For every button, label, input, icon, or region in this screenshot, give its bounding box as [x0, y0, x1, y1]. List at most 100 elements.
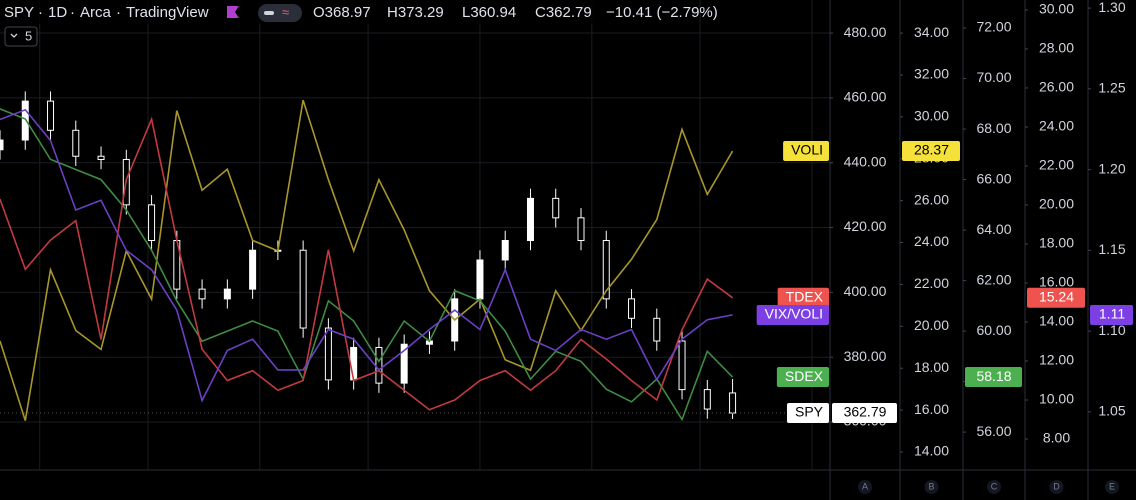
sep: ·: [116, 4, 121, 21]
y-tick-label: 18.00: [914, 359, 949, 375]
candle-body: [653, 317, 661, 342]
y-tick-label: 400.00: [844, 283, 887, 299]
series-name-tag-bg: [777, 287, 829, 308]
price-tag-bg: [1090, 304, 1133, 325]
candle-body: [375, 346, 383, 384]
price-tag: 1.11: [1099, 306, 1125, 322]
y-tick-label: 380.00: [844, 348, 887, 364]
visibility-toggle[interactable]: [258, 4, 302, 22]
series-name-tag-bg: [776, 367, 829, 388]
y-tick-label: 22.00: [1039, 157, 1074, 173]
y-tick-label: 60.00: [976, 322, 1011, 338]
series-line: [0, 99, 734, 421]
y-tick-label: 1.20: [1098, 160, 1125, 176]
axis-badge: [1049, 480, 1064, 494]
series-name-tag-bg: [756, 304, 829, 325]
y-tick-label: 440.00: [844, 153, 887, 169]
candle-body: [400, 343, 408, 384]
high: H373.29: [387, 4, 444, 21]
chevron: [10, 33, 18, 38]
candle-body: [249, 249, 257, 290]
candle-body: [324, 327, 332, 381]
y-tick-label: 14.00: [914, 443, 949, 459]
y-tick-label: 16.00: [914, 401, 949, 417]
price-tag: 58.18: [976, 368, 1011, 384]
candle-body: [21, 100, 29, 141]
y-tick-label: 70.00: [976, 69, 1011, 85]
y-tick-label: 26.00: [1039, 79, 1074, 95]
series-name-tag: VOLI: [791, 142, 823, 158]
axis-badge: [987, 480, 1001, 494]
series-name-tag: SPY: [795, 404, 824, 420]
axis-letter: D: [1053, 481, 1060, 491]
price-tag-bg: [902, 141, 960, 162]
price-tag-bg: [1027, 287, 1085, 308]
flag-icon[interactable]: [227, 6, 239, 18]
open: O368.97: [313, 4, 371, 21]
series-name-tag: VIX/VOLI: [765, 306, 823, 322]
y-tick-label: 14.00: [1039, 313, 1074, 329]
y-tick-label: 24.00: [1039, 118, 1074, 134]
y-tick-label: 18.00: [1039, 235, 1074, 251]
series-line: [0, 108, 733, 403]
price-tag: 362.79: [844, 404, 887, 420]
candle-body: [501, 240, 509, 261]
candle-body: [628, 298, 636, 319]
y-tick-label: 1.10: [1098, 322, 1125, 338]
price-tag: 28.37: [914, 142, 949, 158]
price-tag: 15.24: [1039, 288, 1074, 304]
y-tick-label: 1.30: [1098, 0, 1125, 15]
candle-body: [552, 197, 560, 219]
y-tick-label: 64.00: [976, 221, 1011, 237]
y-tick-label: 8.00: [1043, 430, 1070, 446]
candle-body: [703, 389, 711, 410]
y-tick-label: 32.00: [914, 66, 949, 82]
y-tick-label: 480.00: [844, 24, 887, 40]
y-tick-label: 20.00: [1039, 196, 1074, 212]
series-name-tag: TDEX: [786, 288, 824, 304]
wave-icon: ≈: [282, 4, 289, 19]
close: C362.79: [535, 4, 592, 21]
y-tick-label: 12.00: [1039, 352, 1074, 368]
symbol: SPY: [4, 4, 34, 21]
indicator-toggle[interactable]: [4, 26, 38, 47]
series-name-tag-bg: [783, 141, 829, 162]
y-tick-label: 22.00: [914, 275, 949, 291]
y-tick-label: 30.00: [1039, 1, 1074, 17]
candle-body: [602, 240, 610, 300]
axis-letter: E: [1109, 481, 1115, 491]
candle-body: [526, 197, 534, 242]
y-tick-label: 1.15: [1098, 241, 1125, 257]
candle-body: [577, 217, 585, 242]
candle-body: [198, 288, 206, 300]
sep: ·: [38, 4, 43, 21]
price-tag-bg: [965, 367, 1022, 388]
interval: 1D: [48, 4, 67, 21]
y-tick-label: 460.00: [844, 89, 887, 105]
y-tick-label: 1.05: [1098, 403, 1125, 419]
low: L360.94: [462, 4, 516, 21]
plot-area: AprMayJunJulAugSepOctNo: [0, 91, 830, 422]
candle-body: [97, 155, 105, 160]
y-tick-label: 34.00: [914, 24, 949, 40]
source: TradingView: [126, 4, 209, 21]
series-name-tag-bg: [786, 402, 829, 423]
axis-badge: [858, 480, 872, 494]
axis-letter: B: [928, 481, 934, 491]
candle-body: [476, 259, 484, 300]
y-tick-label: 16.00: [1039, 274, 1074, 290]
y-tick-label: 1.25: [1098, 80, 1125, 96]
candle-body: [299, 249, 307, 329]
candle-body: [47, 100, 55, 131]
indicator-count: 5: [25, 28, 32, 43]
candle-body: [729, 392, 737, 414]
candle-body: [678, 340, 686, 391]
sep: ·: [70, 4, 75, 21]
y-tick-label: 26.00: [914, 191, 949, 207]
grid: [0, 0, 830, 470]
y-tick-label: 72.00: [976, 19, 1011, 35]
y-tick-label: 28.00: [1039, 40, 1074, 56]
series-name-tag: SDEX: [785, 368, 824, 384]
